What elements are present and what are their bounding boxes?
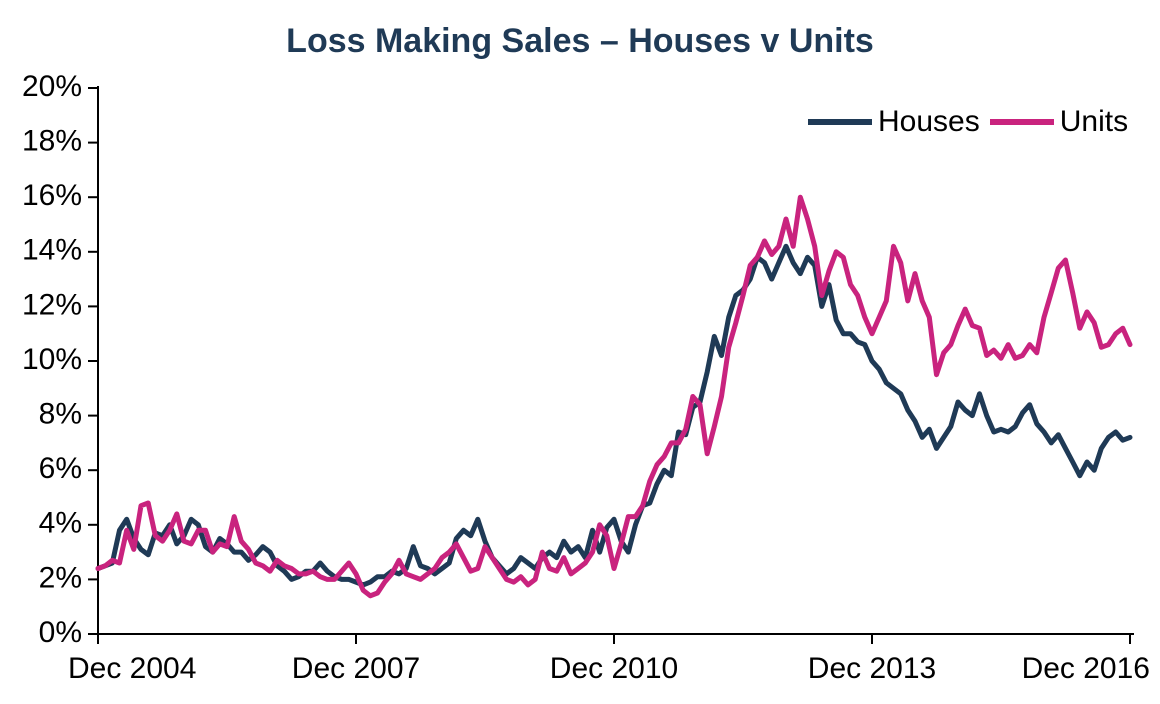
- legend-label-houses: Houses: [878, 105, 980, 139]
- svg-text:16%: 16%: [22, 179, 82, 212]
- svg-text:8%: 8%: [39, 398, 82, 431]
- svg-text:20%: 20%: [22, 70, 82, 103]
- legend-swatch-units: [990, 119, 1054, 125]
- chart-title: Loss Making Sales – Houses v Units: [0, 22, 1160, 61]
- svg-text:Dec 2007: Dec 2007: [292, 652, 420, 685]
- legend-label-units: Units: [1060, 105, 1128, 139]
- svg-text:4%: 4%: [39, 507, 82, 540]
- svg-text:2%: 2%: [39, 561, 82, 594]
- chart-container: Loss Making Sales – Houses v Units House…: [0, 0, 1160, 704]
- series-houses: [98, 246, 1130, 585]
- svg-text:12%: 12%: [22, 288, 82, 321]
- legend: Houses Units: [808, 105, 1128, 139]
- legend-item-units: Units: [990, 105, 1128, 139]
- svg-text:6%: 6%: [39, 452, 82, 485]
- svg-text:Dec 2010: Dec 2010: [550, 652, 678, 685]
- svg-text:14%: 14%: [22, 234, 82, 267]
- legend-item-houses: Houses: [808, 105, 980, 139]
- svg-text:Dec 2004: Dec 2004: [68, 652, 196, 685]
- svg-text:Dec 2016: Dec 2016: [1022, 652, 1150, 685]
- svg-text:10%: 10%: [22, 343, 82, 376]
- svg-text:0%: 0%: [39, 616, 82, 649]
- legend-swatch-houses: [808, 119, 872, 125]
- svg-text:Dec 2013: Dec 2013: [808, 652, 936, 685]
- svg-text:18%: 18%: [22, 125, 82, 158]
- series-units: [98, 197, 1130, 596]
